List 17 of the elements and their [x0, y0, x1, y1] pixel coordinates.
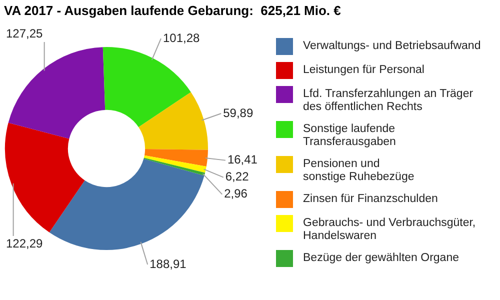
data-label: 59,89	[223, 106, 254, 120]
legend-label: Pensionen und sonstige Ruhebezüge	[303, 157, 414, 184]
legend-label: Lfd. Transferzahlungen an Träger des öffentlichen Rechts	[303, 87, 474, 114]
data-label: 16,41	[227, 152, 258, 167]
data-label: 127,25	[6, 26, 44, 40]
data-label: 188,91	[150, 256, 187, 271]
legend-label: Verwaltungs- und Betriebsaufwand	[303, 39, 481, 53]
legend-label: Sonstige laufende Transferausgaben	[303, 122, 396, 149]
chart-title: VA 2017 - Ausgaben laufende Gebarung: 625,21 Mio. €	[4, 3, 341, 18]
data-label: 122,29	[6, 236, 44, 250]
legend-label: Leistungen für Personal	[303, 63, 424, 77]
legend-label: Zinsen für Finanzschulden	[303, 192, 438, 206]
legend-label: Bezüge der gewählten Organe	[303, 251, 459, 265]
data-label: 101,28	[162, 30, 200, 45]
legend-label: Gebrauchs- und Verbrauchsgüter, Handelswaren	[303, 216, 476, 243]
data-label: 6,22	[225, 170, 250, 184]
data-label: 2,96	[224, 186, 248, 201]
